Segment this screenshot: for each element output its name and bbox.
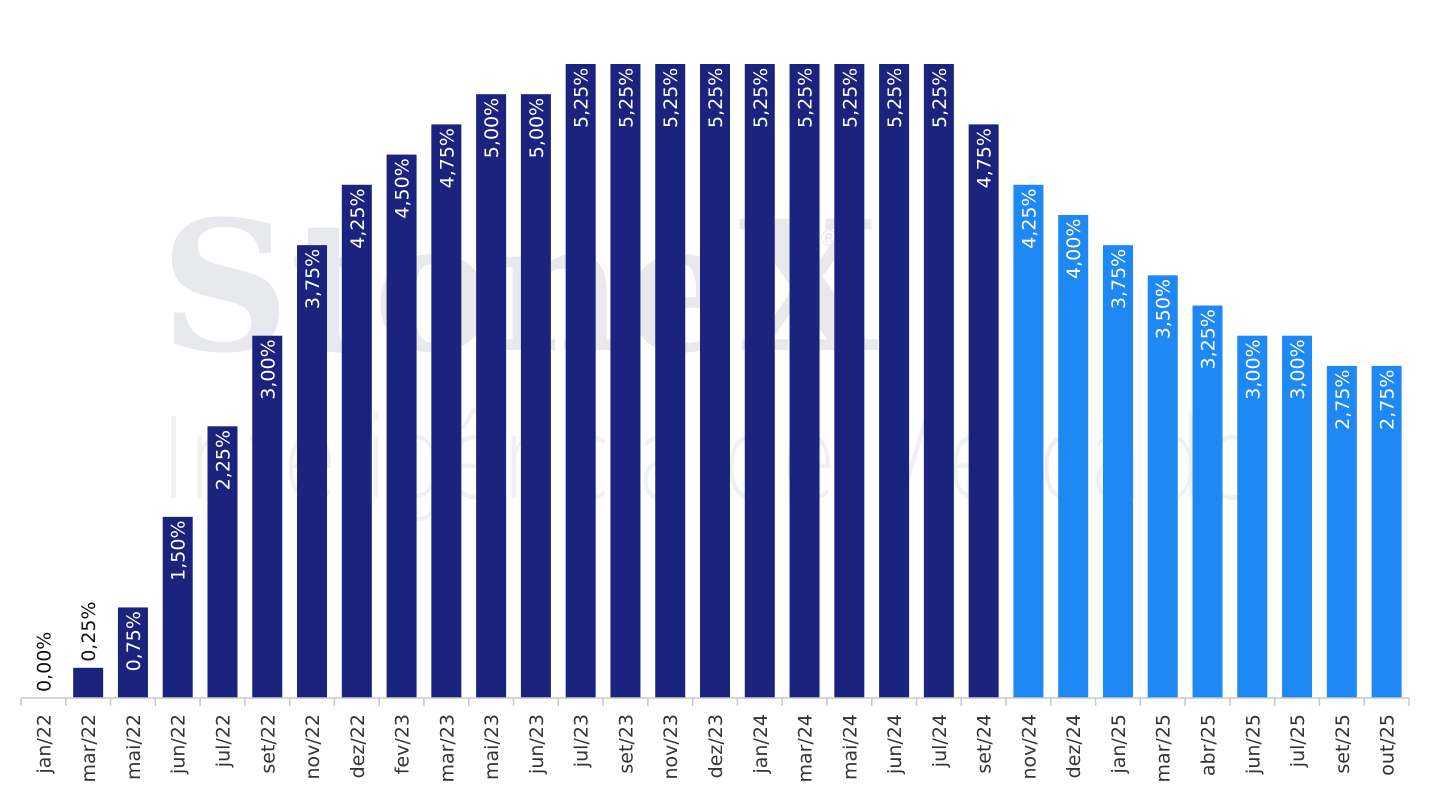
bar bbox=[386, 154, 417, 698]
bar-data-label: 5,25% bbox=[660, 68, 682, 128]
bar bbox=[879, 64, 910, 698]
x-axis-tick-label: mai/24 bbox=[839, 714, 861, 780]
bar bbox=[1237, 335, 1268, 698]
x-axis-tick-label: jul/22 bbox=[212, 714, 234, 768]
bar-data-label: 4,25% bbox=[347, 188, 369, 248]
x-axis-tick-label: jan/25 bbox=[1108, 714, 1130, 775]
x-axis-tick-label: mar/25 bbox=[1153, 714, 1175, 783]
bar bbox=[744, 64, 775, 698]
x-axis-tick-label: mai/23 bbox=[481, 714, 503, 780]
bar-data-label: 4,75% bbox=[436, 128, 458, 188]
bar bbox=[520, 94, 551, 698]
bar bbox=[252, 335, 283, 698]
bar-data-label: 5,25% bbox=[615, 68, 637, 128]
bar bbox=[117, 607, 148, 698]
x-axis-tick-label: mar/23 bbox=[436, 714, 458, 783]
bar bbox=[162, 516, 193, 698]
x-axis-tick-label: jan/24 bbox=[750, 714, 772, 775]
bar bbox=[610, 64, 641, 698]
x-axis-tick-label: nov/23 bbox=[660, 714, 682, 780]
bar bbox=[700, 64, 730, 698]
x-axis-tick-label: mar/22 bbox=[78, 714, 100, 783]
bar-data-label: 4,50% bbox=[392, 158, 414, 218]
bar-data-label: 3,00% bbox=[257, 339, 279, 399]
bar bbox=[476, 94, 507, 698]
bar bbox=[1102, 245, 1133, 698]
bar bbox=[1282, 335, 1313, 698]
x-axis-tick-labels-group: jan/22 mar/22 mai/22 jun/22 jul/22 set/22 nov/… bbox=[33, 714, 1398, 783]
bar bbox=[1326, 365, 1357, 698]
x-axis-tick-label: set/24 bbox=[974, 714, 996, 774]
bar-data-label: 2,25% bbox=[212, 430, 234, 490]
bar-data-label: 3,00% bbox=[1242, 339, 1264, 399]
bar bbox=[73, 667, 104, 698]
x-axis-tick-label: jul/25 bbox=[1287, 714, 1309, 768]
x-axis-tick-label: jun/24 bbox=[884, 714, 906, 775]
bar-data-label: 5,25% bbox=[929, 68, 951, 128]
x-axis-ticks-group bbox=[20, 698, 1410, 706]
x-axis-tick-label: dez/24 bbox=[1063, 714, 1085, 778]
x-axis-tick-label: dez/23 bbox=[705, 714, 727, 778]
bar bbox=[834, 64, 865, 698]
x-axis-tick-label: jun/23 bbox=[526, 714, 548, 775]
x-axis-tick-label: mai/22 bbox=[123, 714, 145, 780]
x-axis-tick-label: abr/25 bbox=[1198, 714, 1220, 776]
x-axis-tick-label: jun/25 bbox=[1242, 714, 1264, 775]
x-axis-tick-label: jul/24 bbox=[929, 714, 951, 768]
bar-data-label: 0,75% bbox=[123, 611, 145, 671]
bar bbox=[1371, 365, 1402, 698]
bar-data-label: 5,25% bbox=[750, 68, 772, 128]
x-axis-tick-label: dez/22 bbox=[347, 714, 369, 778]
x-axis-tick-label: set/23 bbox=[615, 714, 637, 774]
bar bbox=[431, 124, 462, 698]
bar-data-label: 5,25% bbox=[705, 68, 727, 128]
x-axis-tick-label: nov/24 bbox=[1018, 714, 1040, 780]
x-axis-tick-label: mar/24 bbox=[795, 714, 817, 783]
bar bbox=[968, 124, 999, 698]
bar bbox=[1058, 214, 1089, 698]
data-labels-group: 0,00% 0,25% 0,75% 1,50% 2,25% 3,00% 3,75% 4,25%… bbox=[33, 68, 1398, 692]
x-axis-tick-label: jun/22 bbox=[168, 714, 190, 775]
bar-data-label: 2,75% bbox=[1377, 370, 1399, 430]
bar-data-label: 2,75% bbox=[1332, 370, 1354, 430]
bar-data-label: 5,00% bbox=[526, 98, 548, 158]
bar-data-label: 3,75% bbox=[302, 249, 324, 309]
bar-data-label: 1,50% bbox=[168, 521, 190, 581]
bar-data-label: 3,50% bbox=[1153, 279, 1175, 339]
bar bbox=[565, 64, 596, 698]
bar-data-label: 3,00% bbox=[1287, 339, 1309, 399]
x-axis-tick-label: out/25 bbox=[1377, 714, 1399, 776]
x-axis-tick-label: set/25 bbox=[1332, 714, 1354, 774]
bar bbox=[297, 245, 328, 698]
bar-data-label: 5,25% bbox=[795, 68, 817, 128]
bar bbox=[1147, 275, 1178, 698]
bar bbox=[1192, 305, 1223, 698]
x-axis-tick-label: fev/23 bbox=[392, 714, 414, 774]
bar bbox=[789, 64, 820, 698]
x-axis-tick-label: nov/22 bbox=[302, 714, 324, 780]
bar-data-label: 4,75% bbox=[974, 128, 996, 188]
bar-data-label: 5,25% bbox=[571, 68, 593, 128]
bar bbox=[207, 426, 238, 698]
bar-data-label: 3,75% bbox=[1108, 249, 1130, 309]
bar bbox=[923, 64, 954, 698]
bar-data-label: 4,00% bbox=[1063, 219, 1085, 279]
bar-data-label: 5,25% bbox=[839, 68, 861, 128]
bar-data-label: 0,25% bbox=[78, 601, 100, 661]
x-axis-tick-label: jan/22 bbox=[33, 714, 55, 775]
x-axis-tick-label: set/22 bbox=[257, 714, 279, 774]
bar bbox=[655, 64, 686, 698]
bar-data-label: 0,00% bbox=[33, 632, 55, 692]
bars-group bbox=[73, 64, 1402, 698]
bar bbox=[341, 184, 372, 698]
bar-data-label: 4,25% bbox=[1018, 188, 1040, 248]
bar-data-label: 3,25% bbox=[1198, 309, 1220, 369]
x-axis-tick-label: jul/23 bbox=[571, 714, 593, 768]
bar-data-label: 5,25% bbox=[884, 68, 906, 128]
bar bbox=[1013, 184, 1044, 698]
bar-data-label: 5,00% bbox=[481, 98, 503, 158]
